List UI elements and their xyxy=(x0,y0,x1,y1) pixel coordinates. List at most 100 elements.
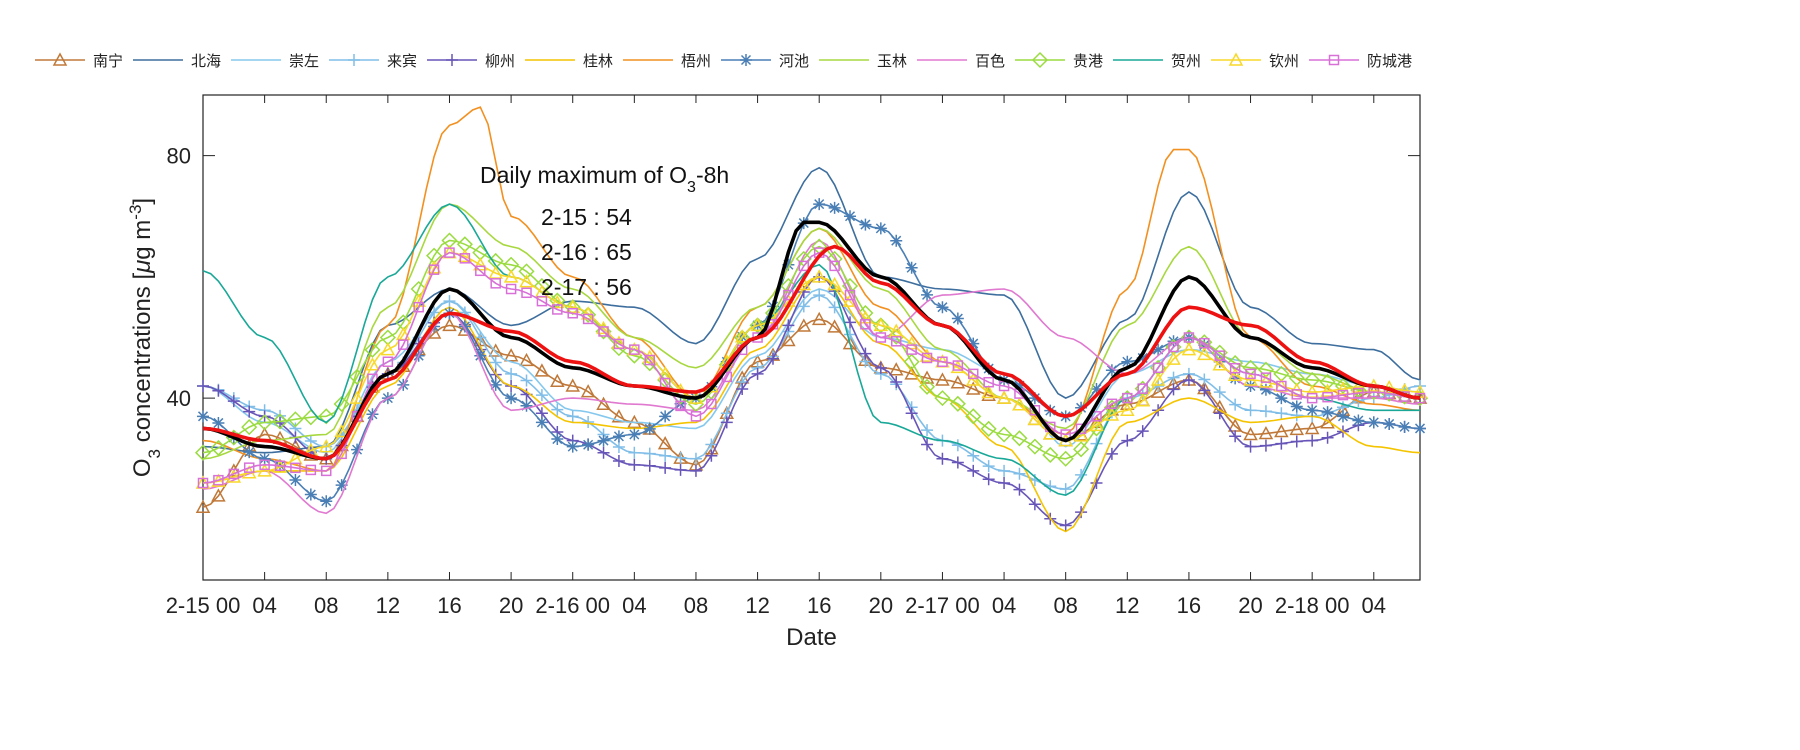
legend-marker-3 xyxy=(348,54,360,66)
series-3-marker-40 xyxy=(813,289,826,302)
series-0-marker-2 xyxy=(226,463,242,477)
x-tick-label-8: 08 xyxy=(684,593,708,618)
series-4-marker-52 xyxy=(998,477,1011,489)
series-0-marker-41 xyxy=(827,319,842,333)
x-tick-label-11: 20 xyxy=(869,593,893,618)
series-4-marker-28 xyxy=(628,458,641,471)
series-7-marker-59 xyxy=(1105,364,1118,377)
overlay-line-mean xyxy=(202,220,1421,461)
series-3-marker-27 xyxy=(612,441,625,454)
series-7-marker-75 xyxy=(1352,414,1365,427)
series-0-marker-40 xyxy=(811,311,827,326)
legend-item-11: 贺州 xyxy=(1113,52,1201,70)
series-10-marker-57 xyxy=(1073,441,1090,458)
legend-label-11: 贺州 xyxy=(1171,52,1201,70)
series-13-marker-71 xyxy=(1291,389,1303,400)
series-4-marker-54 xyxy=(1028,498,1041,511)
series-4-marker-2 xyxy=(227,395,240,408)
series-7-marker-46 xyxy=(905,261,918,274)
series-3-marker-33 xyxy=(705,438,718,451)
series-13-marker-41 xyxy=(829,260,840,272)
overlay-layer xyxy=(202,220,1421,461)
series-3-marker-70 xyxy=(1275,407,1288,420)
series-13-marker-5 xyxy=(274,460,286,472)
y-label-sup: -3 xyxy=(126,205,145,220)
annotation-line-2: 2-17 : 56 xyxy=(541,274,632,300)
series-13-marker-20 xyxy=(505,283,517,295)
series-4-marker-63 xyxy=(1167,383,1180,396)
series-13-marker-32 xyxy=(690,411,702,422)
series-0-marker-50 xyxy=(965,381,981,395)
legend-item-7: 河池 xyxy=(721,52,809,70)
series-13-marker-4 xyxy=(259,459,270,471)
series-12-marker-63 xyxy=(1166,351,1181,365)
y-label-o: O xyxy=(129,458,156,477)
series-10-marker-73 xyxy=(1319,373,1336,390)
y-tick-label-1: 80 xyxy=(167,144,191,169)
x-tick-label-10: 16 xyxy=(807,593,831,618)
series-3-marker-24 xyxy=(566,410,579,423)
series-13-marker-25 xyxy=(582,313,594,325)
series-3-marker-29 xyxy=(643,447,656,460)
y-label-sub: 3 xyxy=(145,449,164,458)
series-12-marker-52 xyxy=(996,390,1012,404)
series-7-marker-10 xyxy=(351,443,364,456)
series-10-marker-74 xyxy=(1334,377,1352,395)
series-13-marker-75 xyxy=(1353,387,1364,399)
series-12-marker-15 xyxy=(426,260,442,274)
legend-label-12: 钦州 xyxy=(1269,52,1299,70)
series-13-marker-57 xyxy=(1075,423,1087,435)
series-12 xyxy=(195,245,1428,489)
series-7-marker-25 xyxy=(582,438,595,451)
series-7-marker-78 xyxy=(1398,420,1411,433)
series-4-marker-46 xyxy=(905,407,918,420)
series-7-marker-8 xyxy=(320,495,333,508)
series-4-marker-70 xyxy=(1275,437,1288,450)
series-4-marker-34 xyxy=(720,416,733,429)
annotation-title: Daily maximum of O3-8h xyxy=(480,162,729,196)
series-13-marker-42 xyxy=(844,289,856,301)
series-13-marker-44 xyxy=(875,332,887,343)
series-4-marker-72 xyxy=(1306,434,1319,447)
series-7-marker-45 xyxy=(890,234,903,247)
legend-item-8: 玉林 xyxy=(819,52,907,70)
series-10-marker-38 xyxy=(780,277,797,295)
series-12-marker-68 xyxy=(1243,372,1258,386)
series-0-marker-72 xyxy=(1304,420,1320,435)
series-10-marker-3 xyxy=(241,419,258,436)
overlay-line-smooth xyxy=(202,244,1421,461)
series-7-marker-47 xyxy=(921,288,934,301)
series-4-marker-59 xyxy=(1105,447,1118,460)
series-7-marker-30 xyxy=(659,410,672,423)
series-13-marker-12 xyxy=(382,356,394,367)
series-3-marker-32 xyxy=(689,452,702,465)
series-7-marker-40 xyxy=(813,198,826,211)
annotation-line-0: 2-15 : 54 xyxy=(541,204,632,230)
series-13-marker-15 xyxy=(428,264,440,275)
series-0-marker-16 xyxy=(442,317,457,332)
x-tick-label-6: 2-16 00 xyxy=(535,593,610,618)
series-13-marker-18 xyxy=(475,265,486,277)
series-13-marker-23 xyxy=(552,304,563,315)
series-10-marker-10 xyxy=(348,368,366,385)
series-0-marker-46 xyxy=(904,366,919,380)
series-4-marker-37 xyxy=(766,352,779,365)
series-12-marker-61 xyxy=(1135,393,1150,407)
series-12-marker-67 xyxy=(1227,367,1243,381)
series-13-marker-47 xyxy=(921,352,933,364)
series-13-marker-46 xyxy=(906,344,917,355)
series-12-marker-2 xyxy=(226,469,242,483)
series-10-marker-52 xyxy=(996,426,1013,443)
series-line-8 xyxy=(202,203,1421,460)
series-13-marker-67 xyxy=(1229,362,1241,374)
series-4-marker-71 xyxy=(1290,435,1303,448)
series-13-marker-49 xyxy=(952,360,964,371)
series-13-marker-48 xyxy=(937,356,948,367)
series-0-marker-19 xyxy=(488,343,503,357)
legend-item-12: 钦州 xyxy=(1211,52,1299,70)
series-4-marker-73 xyxy=(1321,431,1334,444)
series-0-marker-38 xyxy=(781,332,796,347)
series-4-marker-61 xyxy=(1136,425,1149,438)
series-7-marker-53 xyxy=(1013,379,1026,392)
series-7-marker-50 xyxy=(967,337,980,350)
